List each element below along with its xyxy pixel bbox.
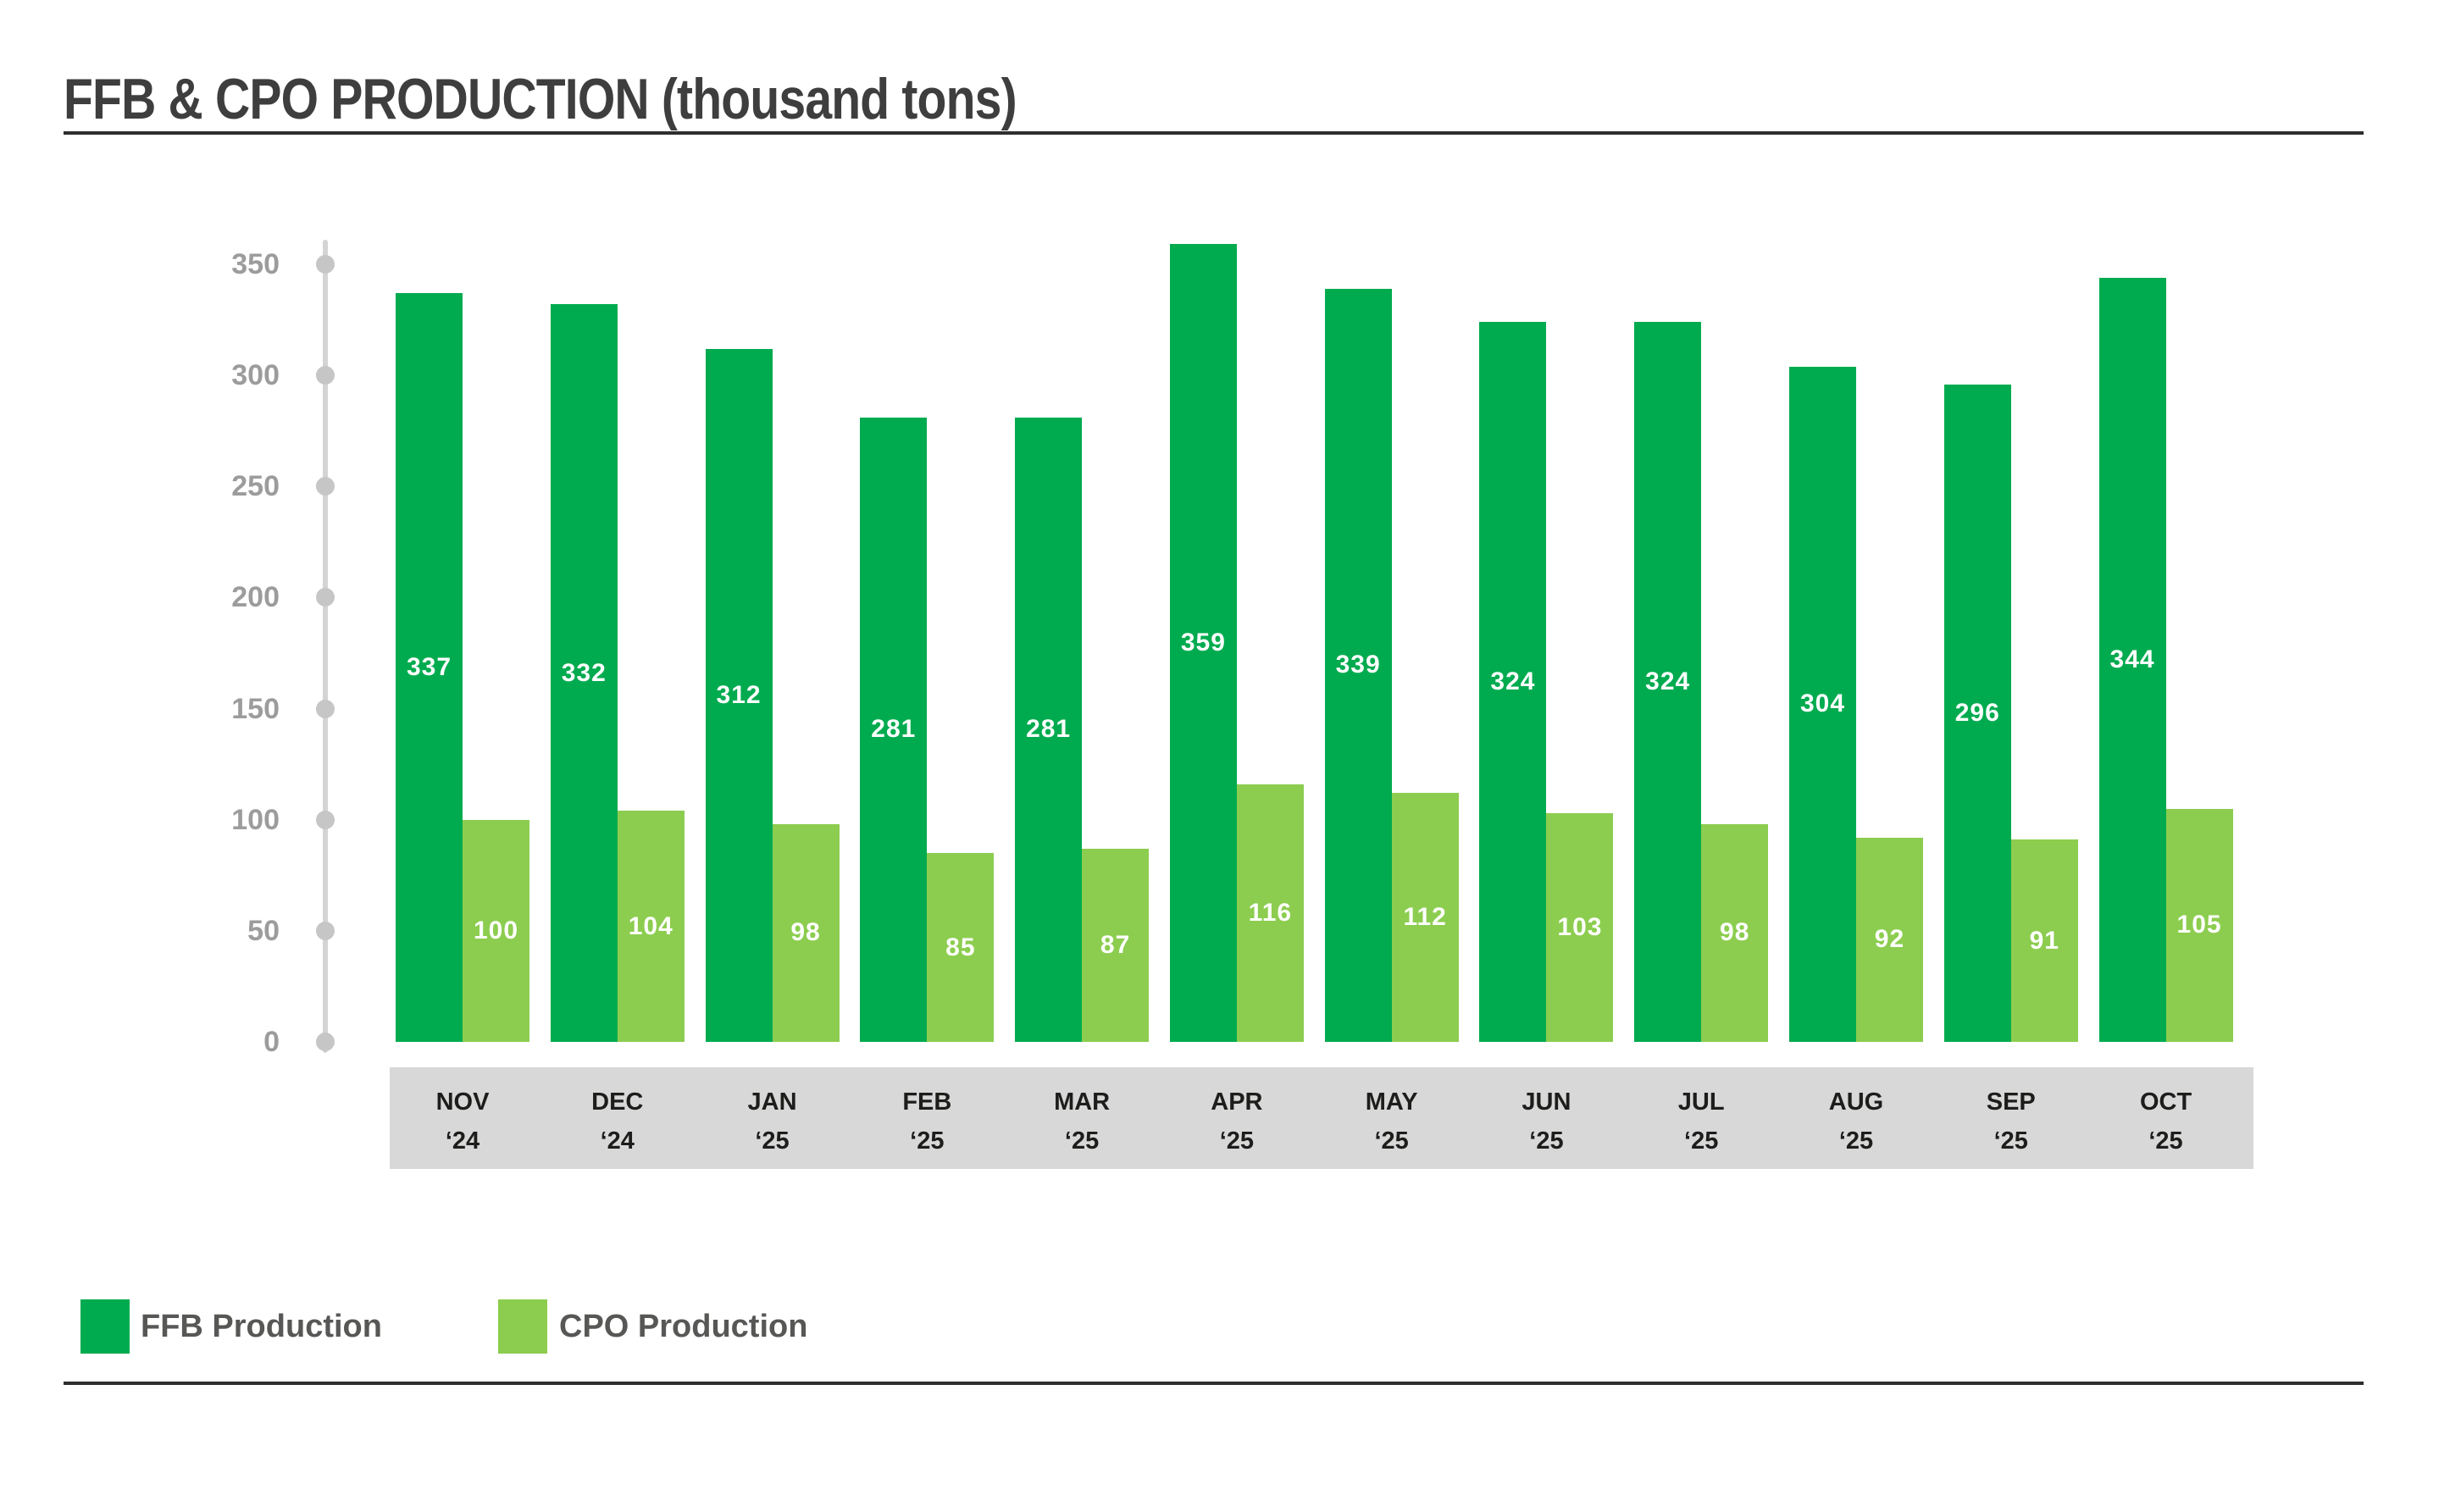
- y-axis-tick-label: 0: [263, 1026, 280, 1058]
- ffb-bar: 332: [550, 304, 618, 1042]
- ffb-bar: 344: [2098, 277, 2166, 1042]
- x-axis-month-label: NOV ‘24: [435, 1088, 490, 1155]
- y-axis-tick-dot: [316, 477, 335, 496]
- ffb-bar: 281: [1015, 417, 1083, 1042]
- bar-value-label: 103: [1557, 912, 1603, 941]
- cpo-bar: 100: [463, 819, 529, 1042]
- title-divider: [64, 131, 2364, 135]
- legend-swatch-ffb: [80, 1299, 130, 1354]
- y-axis-tick-dot: [316, 255, 335, 274]
- bar-value-label: 105: [2176, 911, 2222, 939]
- bar-value-label: 296: [1954, 698, 2000, 727]
- bar-value-label: 112: [1403, 903, 1447, 932]
- y-axis-tick-dot: [316, 921, 335, 940]
- legend-label-cpo: CPO Production: [559, 1309, 808, 1344]
- bar-value-label: 332: [561, 658, 607, 687]
- bar-value-label: 312: [716, 680, 762, 709]
- ffb-bar: 359: [1169, 244, 1237, 1042]
- cpo-bar: 91: [2010, 839, 2078, 1042]
- x-axis-month-label: AUG ‘25: [1828, 1088, 1884, 1155]
- x-axis-month-label: SEP ‘25: [1986, 1088, 2036, 1155]
- x-axis-month-label: OCT ‘25: [2139, 1088, 2192, 1155]
- cpo-bar: 87: [1082, 848, 1150, 1042]
- y-axis-tick-label: 350: [231, 248, 280, 280]
- y-axis-tick-dot: [316, 1033, 335, 1051]
- y-axis-tick-dot: [316, 810, 335, 829]
- cpo-bar: 105: [2165, 808, 2233, 1042]
- y-axis-tick-label: 150: [231, 692, 280, 725]
- cpo-bar: 85: [927, 853, 995, 1042]
- cpo-bar: 98: [1701, 823, 1769, 1042]
- x-axis-month-label: FEB ‘25: [902, 1088, 952, 1155]
- bar-value-label: 98: [790, 918, 821, 947]
- bar-value-label: 98: [1720, 918, 1750, 947]
- x-axis-month-label: JUL ‘25: [1677, 1088, 1725, 1155]
- bar-value-label: 87: [1100, 930, 1131, 959]
- chart-title: FFB & CPO PRODUCTION (thousand tons): [64, 67, 1017, 131]
- ffb-bar: 324: [1634, 322, 1702, 1042]
- x-axis-month-label: MAY ‘25: [1365, 1088, 1418, 1155]
- y-axis-tick-label: 200: [231, 581, 280, 614]
- bottom-divider: [64, 1382, 2364, 1385]
- legend-label-ffb: FFB Production: [141, 1309, 382, 1344]
- y-axis-tick-dot: [316, 366, 335, 385]
- bar-value-label: 91: [2029, 926, 2059, 955]
- x-axis-band: [390, 1067, 2253, 1169]
- bar-value-label: 92: [1874, 925, 1905, 954]
- x-axis-month-label: DEC ‘24: [591, 1088, 644, 1155]
- x-axis-month-label: APR ‘25: [1211, 1088, 1263, 1155]
- bar-value-label: 324: [1490, 667, 1536, 696]
- cpo-bar: 98: [772, 823, 840, 1042]
- y-axis-tick-label: 250: [231, 470, 280, 503]
- cpo-bar: 103: [1546, 812, 1614, 1042]
- y-axis-line: [323, 240, 328, 1053]
- bar-value-label: 100: [473, 916, 519, 944]
- bar-value-label: 324: [1645, 667, 1691, 696]
- ffb-bar: 312: [705, 348, 773, 1042]
- y-axis-tick-dot: [316, 588, 335, 607]
- x-axis-month-label: MAR ‘25: [1054, 1088, 1111, 1155]
- bar-value-label: 359: [1180, 629, 1226, 657]
- y-axis-tick-label: 50: [247, 914, 280, 947]
- bar-value-label: 304: [1799, 690, 1846, 718]
- cpo-bar: 92: [1855, 837, 1923, 1042]
- cpo-bar: 104: [617, 811, 685, 1042]
- bar-value-label: 85: [945, 933, 976, 961]
- ffb-bar: 304: [1788, 366, 1856, 1042]
- cpo-bar: 116: [1236, 784, 1304, 1042]
- bar-value-label: 339: [1335, 651, 1381, 679]
- ffb-bar: 324: [1479, 322, 1547, 1042]
- ffb-bar: 281: [860, 417, 928, 1042]
- bar-value-label: 104: [628, 911, 673, 940]
- bar-value-label: 281: [1026, 715, 1072, 744]
- legend-swatch-cpo: [498, 1299, 547, 1354]
- y-axis-tick-dot: [316, 699, 335, 718]
- ffb-bar: 296: [1943, 384, 2011, 1042]
- bar-value-label: 344: [2109, 645, 2155, 673]
- bar-value-label: 337: [406, 653, 452, 682]
- ffb-bar: 339: [1324, 288, 1392, 1042]
- bar-value-label: 281: [871, 715, 917, 744]
- x-axis-month-label: JUN ‘25: [1522, 1088, 1571, 1155]
- ffb-bar: 337: [396, 293, 463, 1042]
- cpo-bar: 112: [1391, 793, 1459, 1042]
- x-axis-month-label: JAN ‘25: [747, 1088, 797, 1155]
- y-axis-tick-label: 300: [231, 359, 280, 392]
- y-axis-tick-label: 100: [231, 803, 280, 836]
- bar-value-label: 116: [1248, 898, 1293, 927]
